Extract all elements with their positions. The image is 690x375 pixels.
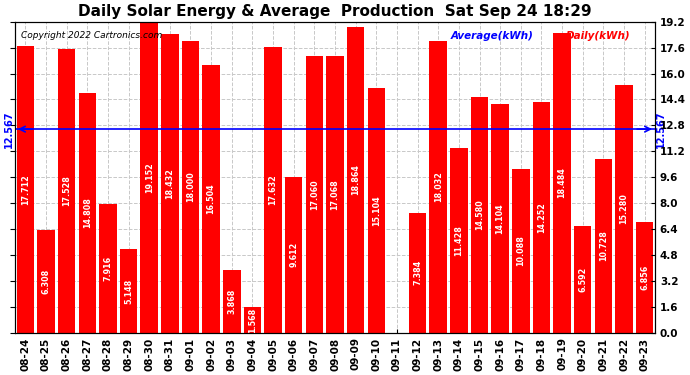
- Text: 18.032: 18.032: [434, 171, 443, 202]
- Bar: [450, 147, 468, 333]
- Text: 16.504: 16.504: [206, 184, 216, 214]
- Bar: [37, 231, 55, 333]
- Text: 14.580: 14.580: [475, 199, 484, 230]
- Text: 1.568: 1.568: [248, 307, 257, 333]
- Bar: [244, 307, 262, 333]
- Text: 7.384: 7.384: [413, 260, 422, 285]
- Text: 19.152: 19.152: [145, 162, 154, 193]
- Text: 17.068: 17.068: [331, 179, 339, 210]
- Bar: [285, 177, 302, 333]
- Text: 6.592: 6.592: [578, 267, 587, 292]
- Bar: [79, 93, 96, 333]
- Bar: [408, 213, 426, 333]
- Bar: [347, 27, 364, 333]
- Text: Copyright 2022 Cartronics.com: Copyright 2022 Cartronics.com: [21, 31, 163, 40]
- Bar: [326, 56, 344, 333]
- Text: 6.856: 6.856: [640, 264, 649, 290]
- Text: 17.528: 17.528: [62, 175, 71, 206]
- Text: 15.104: 15.104: [372, 195, 381, 226]
- Text: Daily(kWh): Daily(kWh): [565, 31, 630, 41]
- Text: 9.612: 9.612: [289, 242, 298, 267]
- Text: 10.728: 10.728: [599, 230, 608, 261]
- Text: 5.148: 5.148: [124, 278, 133, 303]
- Bar: [306, 56, 323, 333]
- Bar: [533, 102, 550, 333]
- Bar: [17, 46, 34, 333]
- Bar: [202, 65, 220, 333]
- Title: Daily Solar Energy & Average  Production  Sat Sep 24 18:29: Daily Solar Energy & Average Production …: [78, 4, 592, 19]
- Bar: [223, 270, 241, 333]
- Bar: [574, 226, 591, 333]
- Text: 17.060: 17.060: [310, 179, 319, 210]
- Text: 18.432: 18.432: [166, 168, 175, 199]
- Text: 17.712: 17.712: [21, 174, 30, 205]
- Bar: [429, 40, 447, 333]
- Text: 15.280: 15.280: [620, 194, 629, 224]
- Bar: [99, 204, 117, 333]
- Bar: [615, 85, 633, 333]
- Bar: [636, 222, 653, 333]
- Bar: [58, 49, 75, 333]
- Bar: [471, 96, 489, 333]
- Text: 18.000: 18.000: [186, 171, 195, 202]
- Text: 17.632: 17.632: [268, 174, 277, 205]
- Bar: [553, 33, 571, 333]
- Bar: [120, 249, 137, 333]
- Bar: [264, 47, 282, 333]
- Text: 14.252: 14.252: [537, 202, 546, 232]
- Bar: [368, 88, 385, 333]
- Bar: [141, 22, 158, 333]
- Bar: [595, 159, 612, 333]
- Text: Average(kWh): Average(kWh): [450, 31, 533, 41]
- Text: 18.864: 18.864: [351, 165, 360, 195]
- Text: 12.567: 12.567: [656, 110, 666, 148]
- Bar: [161, 34, 179, 333]
- Text: 10.088: 10.088: [516, 236, 525, 266]
- Text: 12.567: 12.567: [4, 110, 14, 148]
- Text: 7.916: 7.916: [104, 256, 112, 281]
- Bar: [181, 41, 199, 333]
- Text: 11.428: 11.428: [454, 225, 464, 255]
- Text: 3.868: 3.868: [227, 289, 236, 314]
- Text: 14.104: 14.104: [495, 203, 504, 234]
- Bar: [491, 104, 509, 333]
- Text: 18.484: 18.484: [558, 168, 566, 198]
- Bar: [512, 169, 529, 333]
- Text: 14.808: 14.808: [83, 197, 92, 228]
- Text: 6.308: 6.308: [41, 269, 50, 294]
